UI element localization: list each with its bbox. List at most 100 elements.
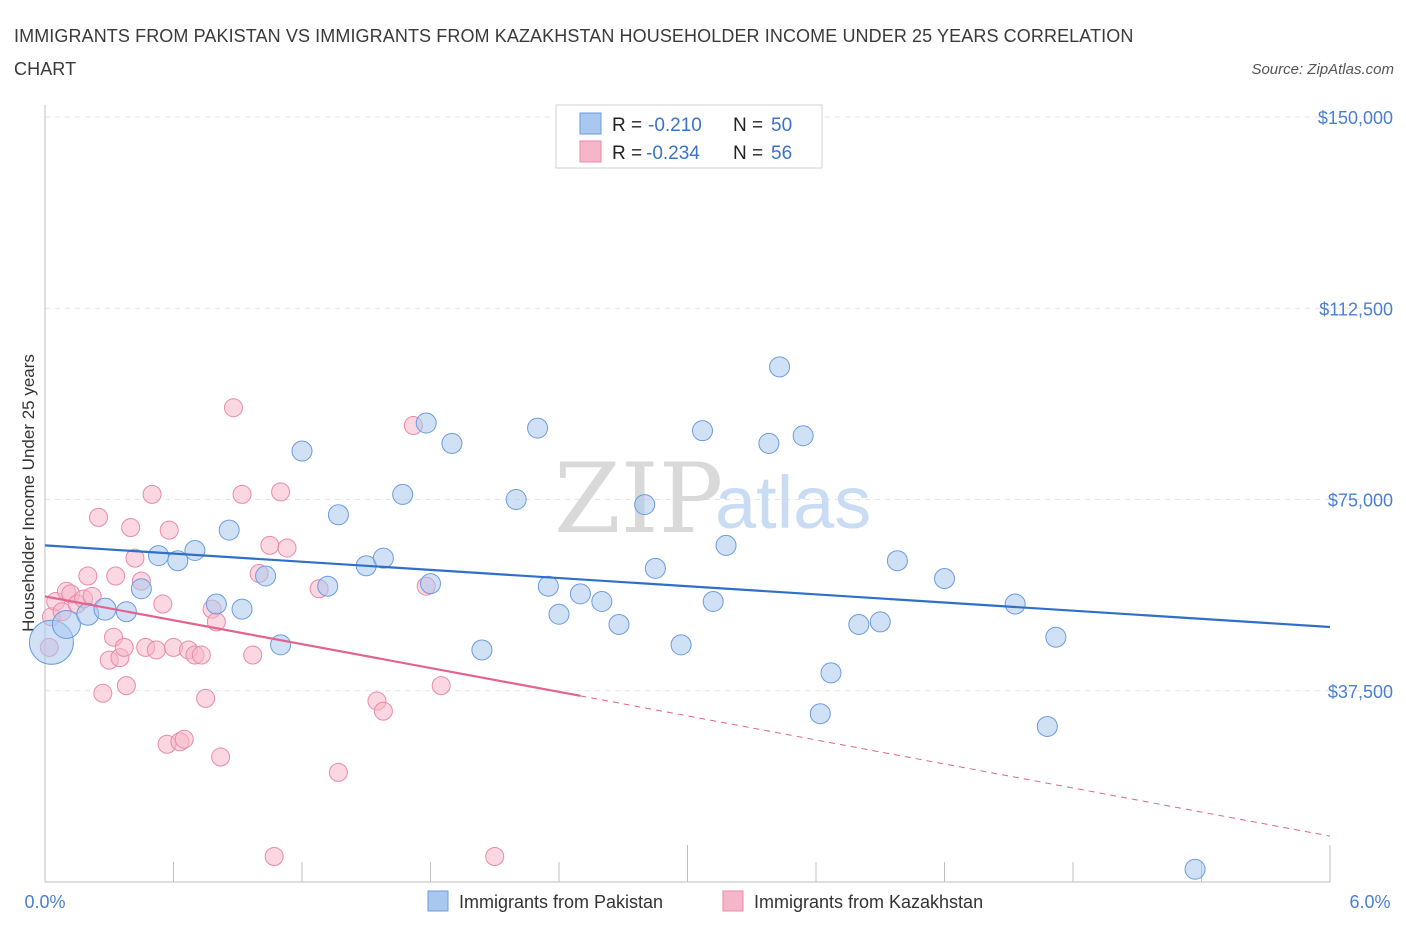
point-kazakhstan (260, 535, 280, 555)
stats-n-label-kazakhstan: N = (733, 143, 763, 164)
point-pakistan (634, 494, 656, 516)
point-pakistan (670, 634, 692, 656)
point-pakistan (1184, 858, 1206, 880)
point-pakistan (644, 557, 666, 579)
watermark-atlas: atlas (715, 461, 871, 544)
point-pakistan (869, 611, 891, 633)
trend-line-kazakhstan (44, 595, 581, 697)
point-pakistan (471, 639, 493, 661)
y-axis-label: Householder Income Under 25 years (19, 354, 38, 632)
point-pakistan (569, 583, 591, 605)
point-kazakhstan (121, 518, 141, 538)
point-kazakhstan (191, 645, 211, 665)
point-kazakhstan (142, 484, 162, 504)
point-kazakhstan (232, 484, 252, 504)
point-pakistan (420, 573, 441, 595)
stats-swatch-kazakhstan (579, 140, 602, 163)
point-pakistan (934, 568, 955, 590)
legend-swatch-pakistan (427, 890, 449, 912)
point-pakistan (820, 662, 842, 684)
y-tick-label: $150,000 (1318, 108, 1393, 128)
point-kazakhstan (174, 729, 194, 749)
point-pakistan (218, 519, 240, 541)
point-kazakhstan (196, 688, 216, 708)
point-kazakhstan (93, 683, 113, 703)
legend-label-pakistan: Immigrants from Pakistan (459, 892, 663, 912)
point-pakistan (317, 575, 339, 597)
point-pakistan (392, 483, 414, 505)
legend: Immigrants from Pakistan Immigrants from… (427, 890, 983, 912)
point-pakistan (809, 703, 831, 725)
point-kazakhstan (264, 847, 284, 866)
stats-r-label-kazakhstan: R = (612, 143, 642, 164)
point-pakistan (51, 609, 81, 639)
point-pakistan (591, 591, 613, 612)
point-pakistan (205, 593, 227, 615)
stats-r-value-kazakhstan: -0.234 (646, 143, 700, 164)
point-kazakhstan (114, 637, 134, 657)
point-pakistan (148, 545, 170, 567)
y-tick-label: $37,500 (1328, 682, 1393, 702)
data-points (28, 356, 1206, 880)
point-pakistan (848, 613, 870, 635)
point-pakistan (769, 356, 791, 378)
stats-n-value-pakistan: 50 (771, 115, 792, 136)
point-pakistan (691, 420, 713, 442)
trend-line-pakistan (44, 544, 1331, 629)
stats-n-value-kazakhstan: 56 (771, 143, 792, 164)
point-kazakhstan (211, 747, 231, 767)
point-pakistan (537, 575, 559, 597)
point-pakistan (372, 547, 394, 569)
point-kazakhstan (243, 645, 263, 665)
point-pakistan (291, 440, 313, 462)
point-kazakhstan (277, 538, 297, 558)
point-kazakhstan (328, 762, 348, 782)
y-tick-label: $112,500 (1319, 299, 1393, 319)
stats-box: R = -0.210 N = 50 R = -0.234 N = 56 (555, 104, 823, 169)
point-pakistan (130, 578, 152, 600)
point-pakistan (255, 565, 277, 587)
point-pakistan (1004, 593, 1026, 615)
point-pakistan (702, 591, 724, 612)
point-pakistan (505, 489, 527, 510)
point-pakistan (184, 540, 206, 561)
source-credit: Source: ZipAtlas.com (1251, 61, 1394, 78)
trend-lines (44, 544, 1331, 837)
stats-r-label-pakistan: R = (612, 115, 642, 136)
point-kazakhstan (146, 640, 166, 660)
point-pakistan (327, 504, 349, 526)
stats-r-value-pakistan: -0.210 (648, 115, 702, 136)
point-pakistan (886, 550, 908, 572)
point-kazakhstan (271, 482, 291, 502)
trend-extension-kazakhstan (580, 695, 1331, 837)
point-pakistan (792, 425, 814, 447)
point-kazakhstan (106, 566, 126, 586)
point-kazakhstan (78, 566, 98, 586)
point-pakistan (715, 534, 737, 556)
legend-label-kazakhstan: Immigrants from Kazakhstan (754, 892, 983, 912)
point-kazakhstan (373, 701, 393, 721)
point-pakistan (167, 550, 189, 572)
point-pakistan (231, 598, 253, 620)
chart-title: IMMIGRANTS FROM PAKISTAN VS IMMIGRANTS F… (14, 26, 1134, 79)
y-tick-labels: $150,000 $112,500 $75,000 $37,500 (1318, 108, 1393, 702)
point-kazakhstan (153, 594, 173, 614)
point-kazakhstan (116, 676, 136, 696)
point-pakistan (1045, 626, 1067, 648)
point-kazakhstan (125, 548, 145, 568)
x-tick-label-max: 6.0% (1349, 892, 1390, 912)
stats-n-label-pakistan: N = (733, 115, 763, 136)
x-ticks (44, 845, 1331, 882)
point-pakistan (1036, 715, 1058, 737)
point-pakistan (758, 432, 780, 454)
y-tick-label: $75,000 (1328, 491, 1393, 511)
point-pakistan (608, 613, 630, 635)
point-pakistan (548, 603, 570, 625)
watermark: ZIP atlas (554, 443, 871, 555)
point-kazakhstan (159, 520, 179, 540)
x-tick-label-min: 0.0% (24, 892, 65, 912)
point-pakistan (527, 417, 549, 439)
point-kazakhstan (431, 676, 451, 696)
point-kazakhstan (89, 507, 109, 527)
